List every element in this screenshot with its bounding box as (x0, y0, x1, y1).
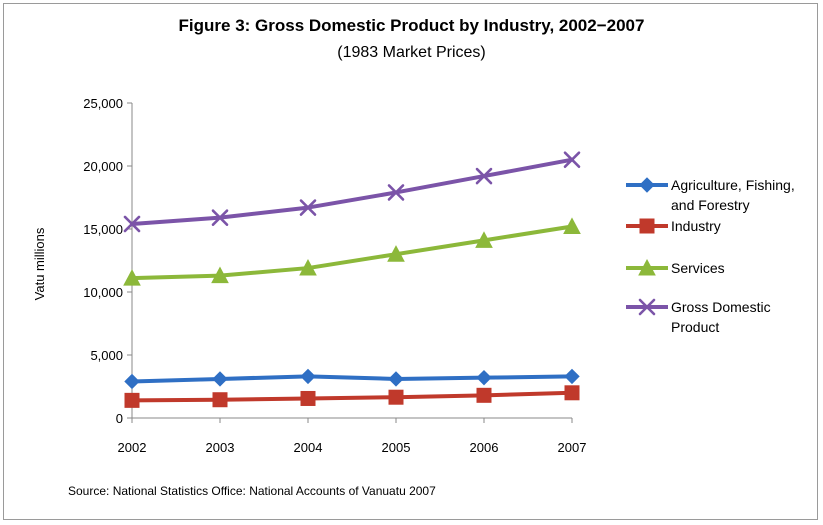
series-line (132, 376, 572, 381)
chart-legend: Agriculture, Fishing, and Forestry Industr… (626, 177, 795, 335)
legend-label: Services (671, 260, 725, 276)
series-line (132, 160, 572, 224)
legend-item: Industry (626, 218, 721, 234)
series-2 (124, 218, 580, 285)
legend-item: Agriculture, Fishing, and Forestry (626, 177, 795, 213)
legend-label: Industry (671, 218, 721, 234)
data-point (125, 393, 139, 407)
y-tick-label: 10,000 (83, 285, 123, 300)
x-tick-label: 2002 (118, 440, 147, 455)
data-point (301, 369, 315, 383)
data-point (565, 369, 579, 383)
source-note: Source: National Statistics Office: Nati… (68, 484, 436, 498)
legend-label: Gross Domestic (671, 299, 771, 315)
series-line (132, 226, 572, 278)
y-tick-label: 25,000 (83, 96, 123, 111)
x-tick-label: 2005 (382, 440, 411, 455)
x-tick-label: 2006 (470, 440, 499, 455)
y-axis-label: Vatu millions (32, 227, 47, 300)
data-point (565, 386, 579, 400)
x-tick-label: 2003 (206, 440, 235, 455)
legend-item: Services (626, 260, 725, 276)
y-tick-label: 20,000 (83, 159, 123, 174)
series-layer (124, 153, 580, 408)
x-tick-label: 2004 (294, 440, 323, 455)
data-point (301, 391, 315, 405)
legend-marker (640, 178, 654, 192)
series-0 (125, 369, 579, 388)
legend-marker (640, 219, 654, 233)
legend-label: Product (671, 319, 719, 335)
series-3 (125, 153, 579, 231)
legend-item: Gross Domestic Product (626, 299, 771, 335)
data-point (477, 388, 491, 402)
data-point (213, 372, 227, 386)
x-tick-label: 2007 (558, 440, 587, 455)
y-tick-label: 5,000 (90, 348, 123, 363)
series-1 (125, 386, 579, 408)
data-point (477, 371, 491, 385)
data-point (389, 372, 403, 386)
y-tick-label: 0 (116, 411, 123, 426)
series-line (132, 393, 572, 401)
y-tick-label: 15,000 (83, 222, 123, 237)
legend-label: Agriculture, Fishing, (671, 177, 795, 193)
legend-label: and Forestry (671, 197, 750, 213)
data-point (213, 393, 227, 407)
data-point (125, 374, 139, 388)
data-point (389, 390, 403, 404)
